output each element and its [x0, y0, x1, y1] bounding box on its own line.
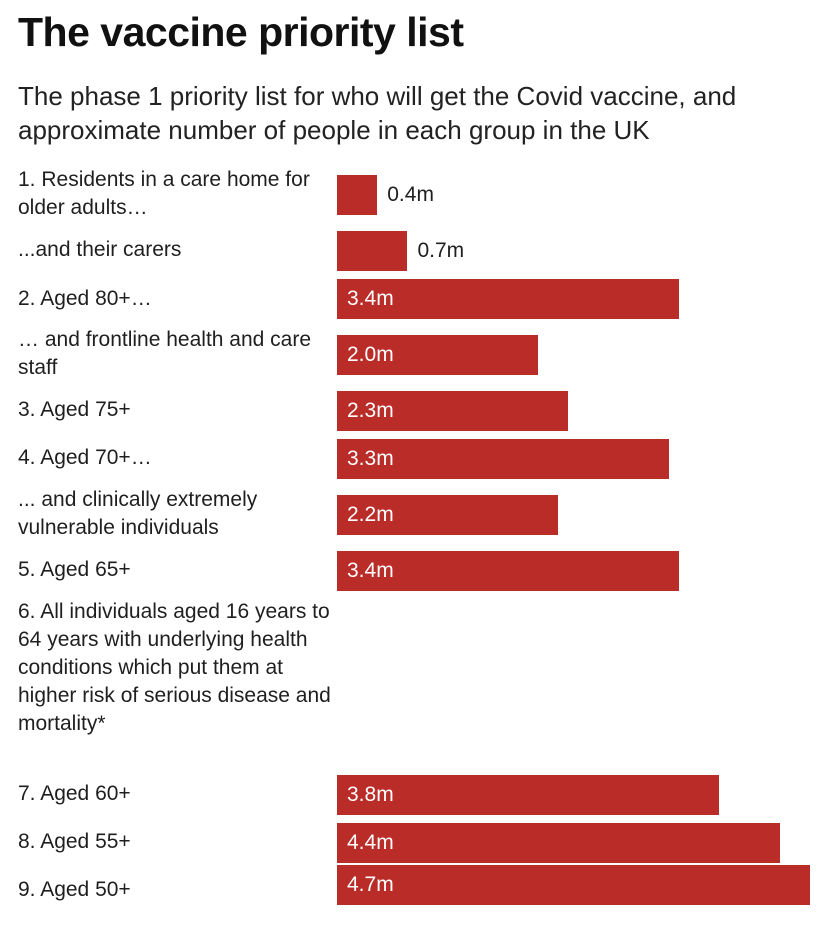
- category-label: ...and their carers: [18, 238, 182, 261]
- value-label: 3.4m: [347, 287, 394, 310]
- bar: [337, 775, 720, 815]
- category-label: 2. Aged 80+…: [18, 287, 152, 310]
- category-label: 1. Residents in a care home for older ad…: [18, 168, 310, 219]
- category-label: 7. Aged 60+: [18, 782, 131, 805]
- bar: [337, 231, 408, 271]
- value-label: 3.8m: [347, 783, 394, 806]
- bar: [337, 551, 680, 591]
- chart-subtitle: The phase 1 priority list for who will g…: [18, 81, 737, 145]
- value-label: 0.4m: [387, 183, 434, 206]
- bar: [337, 279, 680, 319]
- category-label: … and frontline health and care staff: [18, 328, 312, 379]
- chart-title: The vaccine priority list: [18, 9, 464, 55]
- value-label: 0.7m: [417, 239, 465, 262]
- value-label: 2.3m: [347, 399, 394, 422]
- bar: [337, 495, 559, 535]
- value-label: 4.7m: [347, 873, 394, 896]
- bar: [337, 823, 780, 863]
- bar: [337, 391, 569, 431]
- bar: [337, 335, 539, 375]
- value-label: 3.4m: [347, 559, 394, 582]
- bar: [337, 865, 810, 905]
- category-label: 6. All individuals aged 16 years to 64 y…: [18, 600, 331, 735]
- category-label: 3. Aged 75+: [18, 398, 131, 421]
- category-label: 8. Aged 55+: [18, 830, 131, 853]
- value-label: 2.2m: [347, 503, 394, 526]
- bar: [337, 175, 378, 215]
- category-label: 5. Aged 65+: [18, 558, 131, 581]
- category-label: 4. Aged 70+…: [18, 446, 152, 469]
- category-label: ... and clinically extremely vulnerable …: [18, 488, 258, 539]
- bar: [337, 439, 670, 479]
- value-label: 2.0m: [347, 343, 394, 366]
- value-label: 4.4m: [347, 831, 394, 854]
- category-label: 9. Aged 50+: [18, 878, 131, 901]
- value-label: 3.3m: [347, 447, 394, 470]
